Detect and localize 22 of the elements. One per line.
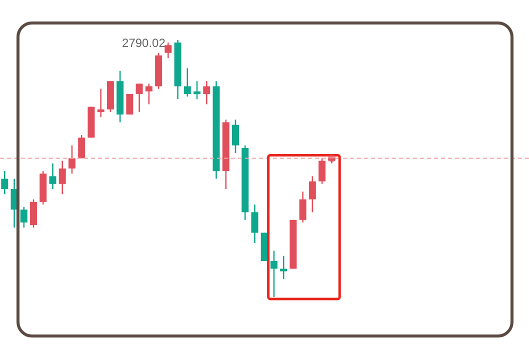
candlestick xyxy=(136,83,143,113)
candlestick xyxy=(78,134,86,159)
candlestick xyxy=(58,160,66,195)
candlestick xyxy=(1,170,8,195)
candlestick xyxy=(203,80,210,105)
candlestick xyxy=(318,158,326,185)
candlestick xyxy=(20,206,28,228)
candlestick xyxy=(194,80,201,100)
annotation: 2790.02 xyxy=(122,36,166,50)
candlestick xyxy=(280,255,288,280)
candlestick xyxy=(164,42,172,59)
candlestick xyxy=(97,88,104,118)
candlestick xyxy=(270,250,278,297)
candlestick xyxy=(232,119,239,154)
candlestick xyxy=(49,162,56,190)
candlestick xyxy=(251,204,258,244)
candlestick xyxy=(308,176,316,213)
candlestick xyxy=(299,190,306,224)
candlestick xyxy=(145,83,152,105)
candlestick xyxy=(68,144,76,174)
candlestick xyxy=(30,198,38,228)
candlestick xyxy=(184,68,191,98)
